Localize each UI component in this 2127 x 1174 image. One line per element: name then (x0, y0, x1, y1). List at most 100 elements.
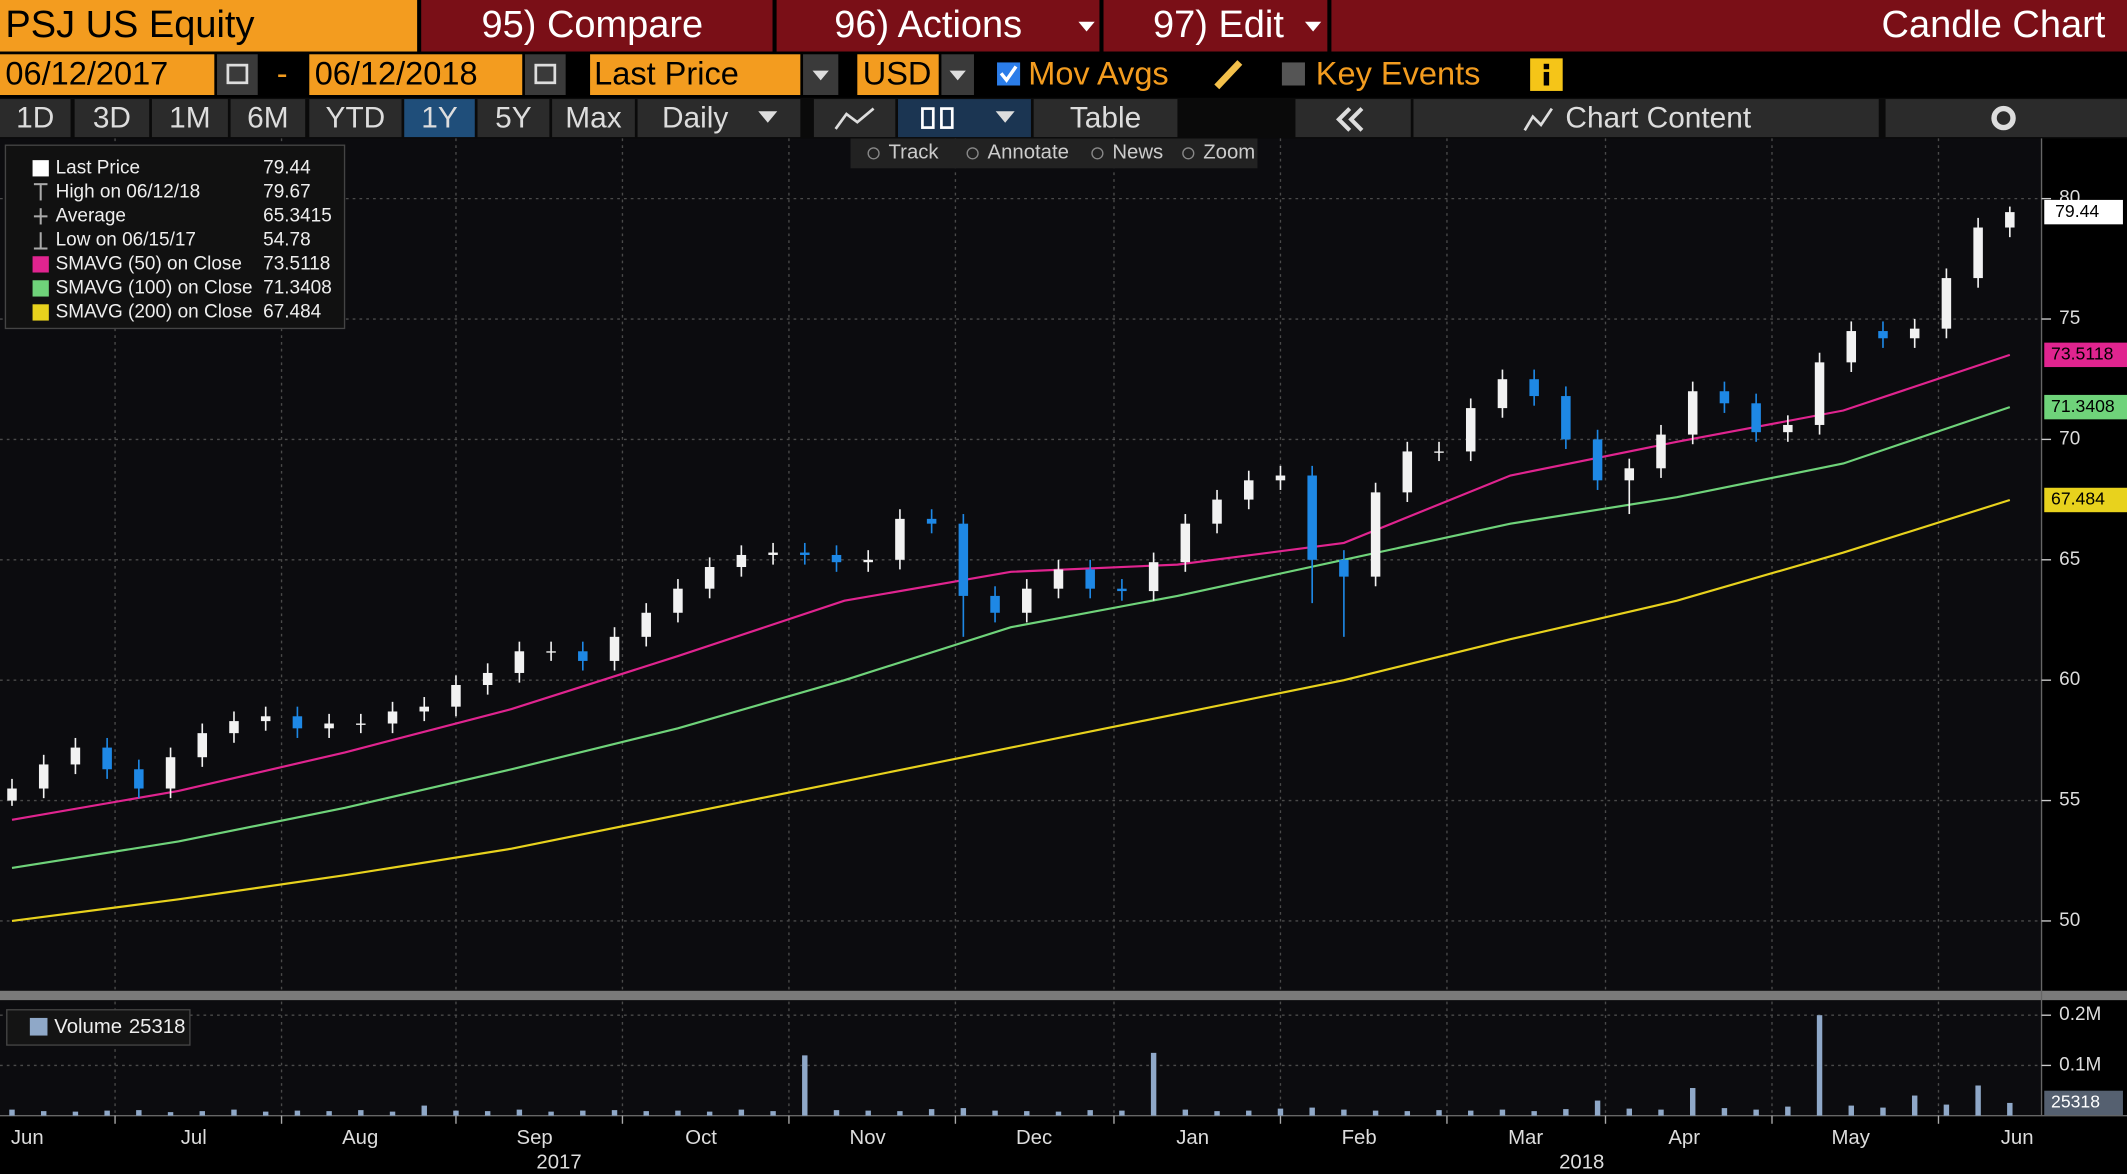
ma-tag (2044, 394, 2127, 420)
volume-bar (770, 1111, 776, 1116)
candle-body (1941, 278, 1952, 329)
volume-bar (802, 1055, 808, 1116)
volume-bar (167, 1112, 174, 1116)
volume-bar (1816, 1015, 1823, 1116)
legend-label: SMAVG (50) on Close (56, 253, 242, 274)
currency-dropdown[interactable] (857, 54, 939, 96)
candle-body (260, 716, 271, 722)
actions-button[interactable]: 96) Actions (834, 4, 1022, 46)
period-label: 3D (93, 101, 131, 134)
ticker-box[interactable] (0, 0, 418, 52)
legend-label: SMAVG (200) on Close (56, 301, 253, 322)
chart-tool-button[interactable]: Zoom (1203, 142, 1255, 164)
candle-body (578, 651, 588, 661)
settings-button[interactable] (1885, 99, 2127, 138)
candle-body (863, 559, 873, 563)
candle-icon (921, 107, 935, 129)
legend-label: High on 06/12/18 (56, 181, 201, 202)
line-chart-button[interactable] (813, 99, 896, 138)
period-button[interactable] (477, 99, 550, 138)
volume-area (0, 1000, 2042, 1116)
start-date-field[interactable] (0, 54, 215, 96)
volume-bar (326, 1111, 332, 1116)
dropdown-caret (1078, 21, 1095, 32)
volume-bar (516, 1109, 523, 1116)
table-button[interactable] (1033, 99, 1178, 138)
volume-bar (833, 1110, 840, 1116)
candle-chart-button[interactable] (898, 99, 1031, 138)
x-tick-label: Dec (1016, 1127, 1052, 1149)
candle-body (1814, 362, 1825, 425)
x-tick-label: Aug (342, 1127, 378, 1149)
calendar-button[interactable] (217, 54, 258, 96)
period-label: YTD (326, 101, 386, 134)
volume-bar (1563, 1109, 1569, 1116)
chart-tool-button[interactable]: Annotate (988, 142, 1069, 164)
check-mark (999, 65, 1018, 83)
legend-swatch (32, 160, 49, 177)
candle-body (356, 723, 366, 725)
y-tick-label: 60 (2059, 669, 2080, 690)
period-label: 1Y (421, 101, 458, 134)
start-date: 06/12/2017 (5, 56, 168, 92)
candle-body (831, 554, 842, 563)
dropdown-caret (758, 111, 778, 123)
volume-bar (421, 1105, 427, 1116)
period-button[interactable] (0, 99, 71, 138)
ma-tag-value: 73.5118 (2051, 344, 2114, 364)
candle-body (102, 747, 112, 770)
edit-button[interactable]: 97) Edit (1153, 4, 1284, 46)
collapse-icon (1348, 107, 1364, 132)
candle-icon (940, 107, 954, 129)
period-button[interactable] (309, 99, 402, 138)
checkbox-unchecked[interactable] (1281, 62, 1305, 86)
moving-average-line (11, 406, 2011, 870)
volume-bar (643, 1111, 649, 1116)
table-label: Table (1070, 101, 1141, 134)
candle-body (1053, 569, 1064, 589)
period-button[interactable] (151, 99, 228, 138)
ma-tag-value: 67.484 (2051, 489, 2105, 509)
candle-body (514, 651, 525, 673)
volume-bar (72, 1111, 79, 1116)
volume-bar (1372, 1110, 1379, 1116)
field-dropdown[interactable] (590, 54, 801, 96)
volume-bar (104, 1110, 110, 1116)
pencil-icon[interactable] (1214, 60, 1243, 90)
calendar-button[interactable] (524, 54, 566, 96)
chart-content-button[interactable] (1413, 99, 1879, 138)
compare-button[interactable]: 95) Compare (482, 4, 704, 46)
period-button[interactable] (404, 99, 475, 138)
end-date-field[interactable] (309, 54, 523, 96)
volume-bar (1689, 1088, 1696, 1116)
legend-value: 67.484 (263, 301, 321, 322)
chart-tool-button[interactable]: News (1112, 142, 1163, 164)
candle-body (1846, 331, 1857, 363)
period-button[interactable] (230, 99, 306, 138)
x-tick-label: Jun (11, 1127, 44, 1149)
x-tick-label: Jul (181, 1127, 207, 1149)
volume-bar (1975, 1085, 1981, 1116)
volume-bar (1277, 1108, 1284, 1116)
key-events-label: Key Events (1316, 56, 1481, 92)
candle-body (1434, 451, 1444, 453)
candle-body (1624, 468, 1635, 481)
candle-body (165, 757, 176, 789)
chart-tool-button[interactable]: Track (889, 142, 940, 164)
year-label: 2017 (536, 1152, 581, 1174)
candle-body (1783, 424, 1793, 433)
volume-bar (1341, 1109, 1347, 1116)
frequency-button[interactable] (637, 99, 801, 138)
ma-tag-value: 71.3408 (2051, 396, 2115, 416)
candle-body (482, 672, 493, 685)
field-name: Last Price (594, 56, 739, 92)
volume-bar (1626, 1108, 1633, 1116)
last-price-tag (2044, 199, 2123, 225)
volume-bar (389, 1111, 396, 1116)
page-title: Candle Chart (1882, 4, 2106, 46)
x-tick-label: Mar (1508, 1127, 1543, 1149)
period-button[interactable] (552, 99, 635, 138)
period-button[interactable] (74, 99, 150, 138)
time-axis-area (0, 1115, 2127, 1174)
